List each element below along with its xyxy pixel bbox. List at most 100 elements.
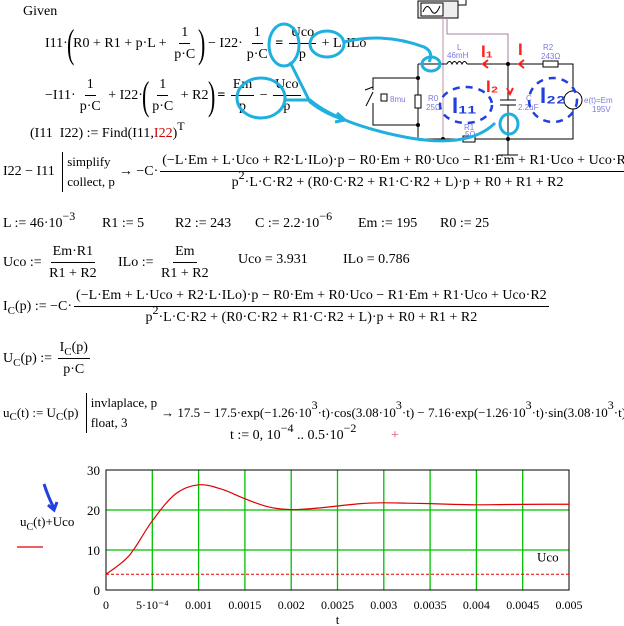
series-label-uco: Uco	[537, 549, 559, 564]
numerator: Em	[173, 244, 197, 263]
math-text: R0 := 25	[440, 216, 490, 231]
subscript: C	[64, 346, 72, 358]
denominator: R1 + R2	[47, 263, 99, 282]
math-text: ILo = 0.786	[343, 252, 410, 267]
math-text: I	[3, 299, 8, 314]
hand-annotations	[235, 22, 520, 143]
math-text: C := 2.2·10	[255, 216, 320, 231]
math-text: R0 + R1 + p·L +	[73, 36, 171, 51]
label-C: C	[526, 94, 532, 103]
numerator: (−L·Em + L·Uco + R2·L·ILo)·p − R0·Em + R…	[74, 288, 549, 307]
math-region-def-C[interactable]: C := 2.2·10 −6	[255, 209, 332, 232]
math-region-def-Uc[interactable]: U C (p) := I C (p) p·C	[3, 340, 92, 378]
legend-label: uC(t)+Uco	[20, 514, 74, 533]
legend-label-part: u	[20, 514, 27, 529]
superscript: 3	[607, 397, 614, 412]
denominator: p·C	[78, 96, 103, 115]
math-region-def-t-range[interactable]: t := 0, 10 −4 .. 0.5·10 −2	[230, 421, 356, 444]
x-tick-label: 0.0045	[506, 598, 539, 612]
math-text: (−L·Em + L·Uco + R2·L·ILo)·p − R0·Em + R…	[162, 153, 624, 168]
math-text: + R2	[177, 88, 209, 103]
math-region-def-R2[interactable]: R2 := 243	[175, 216, 231, 232]
math-text: )	[172, 126, 178, 141]
cursor-crosshair-icon: +	[391, 428, 399, 443]
ground-symbol	[498, 139, 518, 156]
fraction: 1 p·C	[245, 25, 270, 63]
denominator: p	[297, 44, 308, 63]
math-region-def-R0[interactable]: R0 := 25	[440, 216, 489, 232]
denominator: p 2 ·L·C·R2 + (R0·C·R2 + R1·C·R2 + L)·p + …	[143, 303, 479, 326]
resistor-r0	[414, 94, 422, 109]
fraction: 1 p·C	[150, 77, 175, 115]
math-text: 1	[181, 25, 189, 40]
math-region-result-ILo[interactable]: ILo = 0.786	[343, 252, 410, 268]
superscript: 3	[395, 397, 402, 412]
math-region-equation-1[interactable]: I11·(R0 + R1 + p·L + 1 p·C) − I22· 1 p·C = …	[45, 24, 366, 64]
superscript: −4	[280, 420, 294, 435]
math-text: p	[145, 310, 153, 325]
math-text: R2 := 243	[175, 216, 232, 231]
legend-label-part: (t)+Uco	[33, 514, 74, 529]
math-region-def-Ic[interactable]: I C (p) := −C· (−L·Em + L·Uco + R2·L·ILo)·p…	[3, 288, 551, 326]
label-C-value: 2.2uF	[518, 103, 539, 112]
symbolic-operators: invlaplace, p float, 3	[85, 393, 157, 433]
voltage-source	[563, 90, 583, 110]
superscript: −6	[319, 208, 333, 223]
symbolic-operators: simplify collect, p	[62, 152, 115, 192]
label-R0-value: 25Ω	[426, 103, 441, 112]
label-L-value: 46mH	[447, 51, 469, 60]
superscript: −3	[62, 208, 76, 223]
y-tick-label: 0	[94, 583, 101, 598]
label-R1: R1	[464, 123, 475, 132]
math-region-find[interactable]: (I11 I22) := Find(I11, I22) T	[30, 119, 185, 142]
annotation-I2: I₂	[486, 77, 498, 96]
operator-keyword: float, 3	[90, 415, 128, 430]
annotation-I11: I₁₁	[452, 93, 476, 118]
numerator: Em·R1	[50, 244, 96, 263]
arrow-icon	[42, 483, 56, 509]
math-text: I	[59, 340, 65, 355]
math-text: Given	[23, 4, 58, 19]
denominator: p 2 ·L·C·R2 + (R0·C·R2 + R1·C·R2 + L)·p + …	[230, 168, 566, 191]
plot-frame	[105, 469, 570, 591]
math-text: → 17.5 − 17.5·exp(−1.26·10	[161, 405, 312, 420]
math-text: R1 + R2	[49, 266, 97, 281]
math-text: 1	[86, 77, 94, 92]
math-text: 1	[159, 77, 167, 92]
inductor-symbol	[446, 61, 468, 66]
fraction: 1 p·C	[172, 25, 197, 63]
math-region-simplify[interactable]: I22 − I11 simplify collect, p → −C· (−L·Em …	[3, 152, 624, 192]
x-axis-label: t	[336, 612, 340, 626]
x-tick-label: 0.002	[278, 598, 305, 612]
parenthesis: )	[207, 73, 215, 118]
math-text: p·C	[79, 99, 101, 114]
capacitor-c	[500, 64, 516, 139]
numerator: 1	[179, 25, 191, 44]
math-text: R1 + R2	[161, 266, 209, 281]
math-region-def-Uco[interactable]: Uco := Em·R1 R1 + R2	[3, 244, 101, 282]
math-region-result-Uco[interactable]: Uco = 3.931	[238, 252, 308, 268]
numerator: 1	[251, 25, 263, 44]
y-tick-label: 20	[87, 503, 100, 518]
annotation-I22: I₂₂	[540, 83, 566, 108]
label-R2: R2	[543, 43, 554, 52]
math-region-def-R1[interactable]: R1 := 5	[102, 216, 144, 232]
math-text: −I11·	[45, 88, 76, 103]
superscript: T	[177, 118, 185, 133]
math-region-def-uc-t[interactable]: u C (t) := U C (p) invlaplace, p float, 3 → 17…	[3, 393, 624, 433]
math-text: + I22·	[104, 88, 143, 103]
math-region-def-ILo[interactable]: ILo := Em R1 + R2	[118, 244, 213, 282]
denominator: p	[281, 96, 292, 115]
operator-keyword: collect, p	[67, 174, 115, 189]
math-region-given[interactable]: Given	[23, 4, 57, 20]
math-text: (t) := U	[16, 405, 56, 420]
math-region-def-Em[interactable]: Em := 195	[358, 216, 417, 232]
math-region-equation-2[interactable]: −I11· 1 p·C + I22·(1 p·C + R2) = Em p − Uco p	[45, 76, 303, 116]
label-R2-value: 243Ω	[541, 52, 560, 61]
math-region-def-L[interactable]: L := 46·10 −3	[3, 209, 75, 232]
math-text: (p)	[63, 405, 82, 420]
numerator: 1	[84, 77, 96, 96]
math-text: .. 0.5·10	[293, 428, 344, 443]
math-text: p·C	[174, 47, 196, 62]
